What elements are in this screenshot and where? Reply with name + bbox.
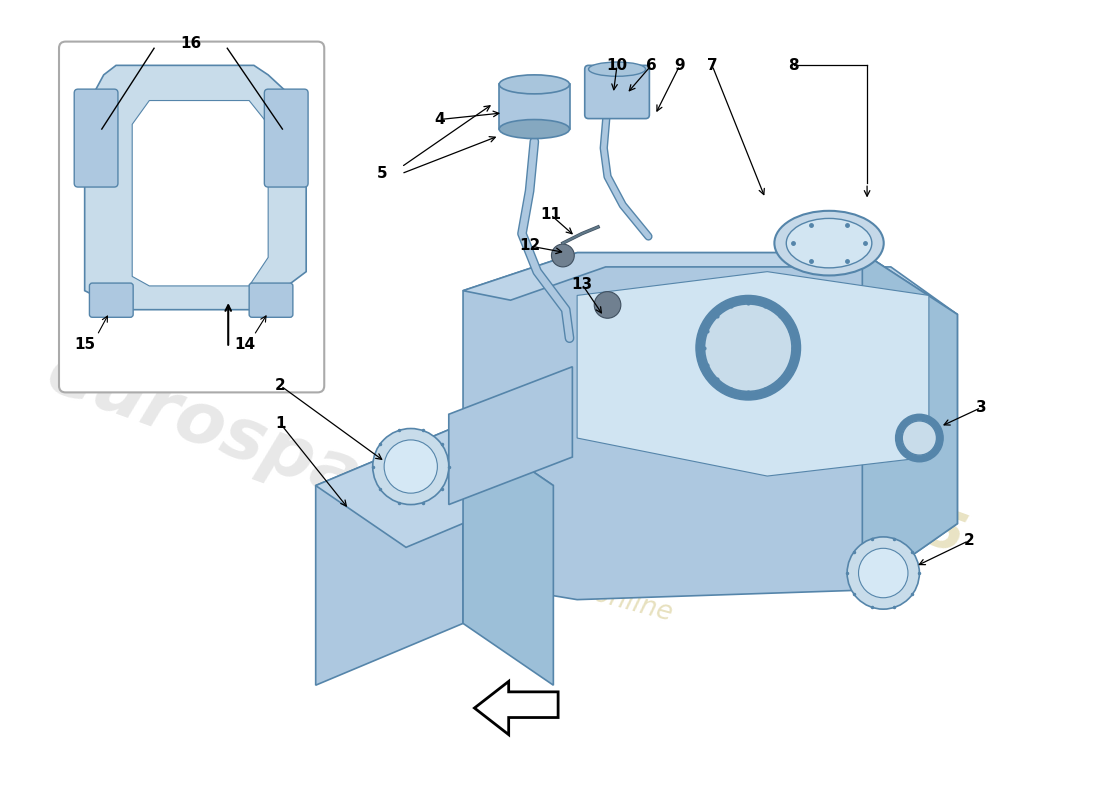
Ellipse shape bbox=[588, 62, 646, 76]
Polygon shape bbox=[499, 84, 570, 129]
Text: 1: 1 bbox=[275, 416, 286, 431]
FancyBboxPatch shape bbox=[74, 89, 118, 187]
Circle shape bbox=[704, 304, 792, 391]
Circle shape bbox=[551, 244, 574, 267]
Text: 2: 2 bbox=[275, 378, 286, 394]
Polygon shape bbox=[132, 101, 268, 286]
Text: a passion for parts online: a passion for parts online bbox=[345, 515, 675, 627]
Polygon shape bbox=[463, 253, 957, 600]
Circle shape bbox=[384, 440, 438, 493]
Text: 13: 13 bbox=[571, 277, 593, 291]
Text: 14: 14 bbox=[234, 338, 255, 352]
FancyBboxPatch shape bbox=[89, 283, 133, 318]
Text: 8: 8 bbox=[789, 58, 800, 73]
Text: 11: 11 bbox=[540, 207, 561, 222]
FancyBboxPatch shape bbox=[264, 89, 308, 187]
Text: 5: 5 bbox=[377, 166, 387, 182]
Ellipse shape bbox=[499, 119, 570, 138]
Text: 4: 4 bbox=[434, 112, 444, 127]
Text: 2: 2 bbox=[964, 534, 975, 548]
Polygon shape bbox=[449, 366, 572, 505]
Text: 7: 7 bbox=[707, 58, 717, 73]
Ellipse shape bbox=[786, 218, 872, 268]
Text: 6: 6 bbox=[646, 58, 657, 73]
FancyBboxPatch shape bbox=[59, 42, 324, 392]
Polygon shape bbox=[463, 253, 957, 314]
Polygon shape bbox=[463, 424, 553, 686]
Text: 9: 9 bbox=[674, 58, 685, 73]
Circle shape bbox=[594, 292, 620, 318]
FancyBboxPatch shape bbox=[249, 283, 293, 318]
Ellipse shape bbox=[774, 211, 883, 275]
Circle shape bbox=[847, 537, 920, 609]
Text: 12: 12 bbox=[519, 238, 540, 254]
Text: 3: 3 bbox=[976, 400, 987, 415]
Polygon shape bbox=[474, 682, 558, 734]
Circle shape bbox=[373, 429, 449, 505]
Text: 15: 15 bbox=[74, 338, 96, 352]
Text: 10: 10 bbox=[606, 58, 628, 73]
Ellipse shape bbox=[499, 75, 570, 94]
FancyBboxPatch shape bbox=[585, 66, 649, 118]
Polygon shape bbox=[316, 424, 553, 547]
Circle shape bbox=[902, 421, 936, 455]
Circle shape bbox=[858, 548, 907, 598]
Text: 1985: 1985 bbox=[808, 462, 972, 566]
Polygon shape bbox=[316, 424, 463, 686]
Polygon shape bbox=[578, 272, 928, 476]
Polygon shape bbox=[862, 253, 957, 590]
Text: 16: 16 bbox=[180, 36, 201, 51]
Text: eurospares: eurospares bbox=[37, 337, 490, 558]
Polygon shape bbox=[85, 66, 306, 310]
